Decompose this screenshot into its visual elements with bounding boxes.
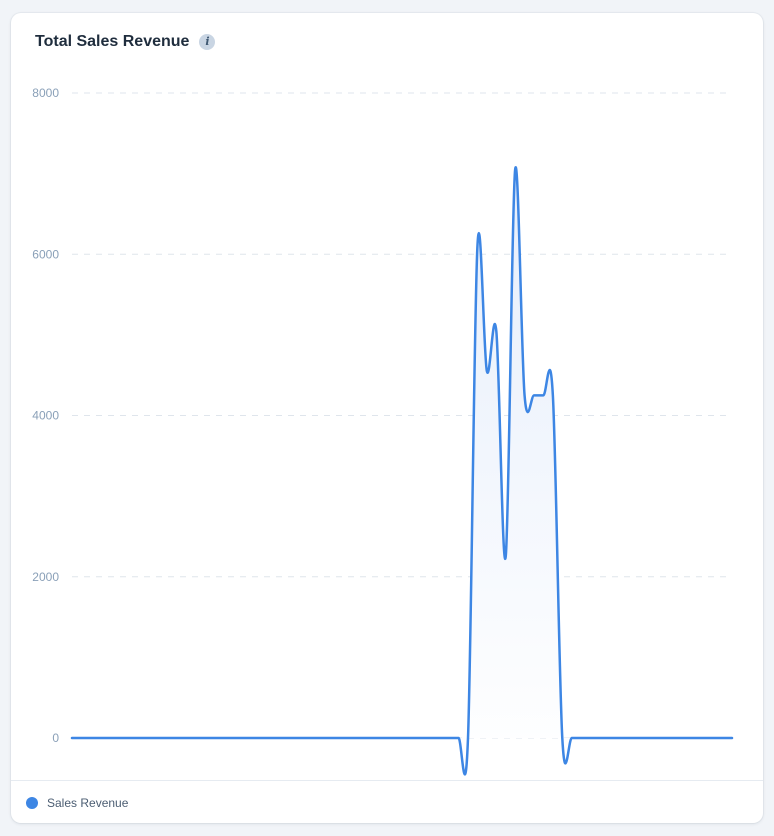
legend-swatch [26,796,38,809]
y-tick-label: 2000 [32,570,59,584]
sales-revenue-card: Total Sales Revenue i 0 2000 4000 6000 8000 … [11,13,763,823]
grid-lines [72,92,732,739]
card-header: Total Sales Revenue i [35,32,216,52]
y-tick-label: 0 [52,731,59,745]
info-glyph: i [205,35,210,48]
chart-legend: Sales Revenue [11,780,763,823]
legend-label: Sales Revenue [47,795,129,810]
legend-item-sales-revenue[interactable]: Sales Revenue [26,796,128,810]
y-tick-label: 8000 [32,86,59,100]
line-chart: 0 2000 4000 6000 8000 [32,86,734,776]
y-axis-ticks: 0 2000 4000 6000 8000 [32,86,59,745]
y-tick-label: 6000 [32,247,59,261]
y-tick-label: 4000 [32,409,59,423]
series-layer [70,166,734,776]
series-area-fill [72,167,732,775]
series-line-0[interactable] [70,166,734,776]
info-icon[interactable]: i [199,34,216,50]
chart-title: Total Sales Revenue [35,33,190,50]
